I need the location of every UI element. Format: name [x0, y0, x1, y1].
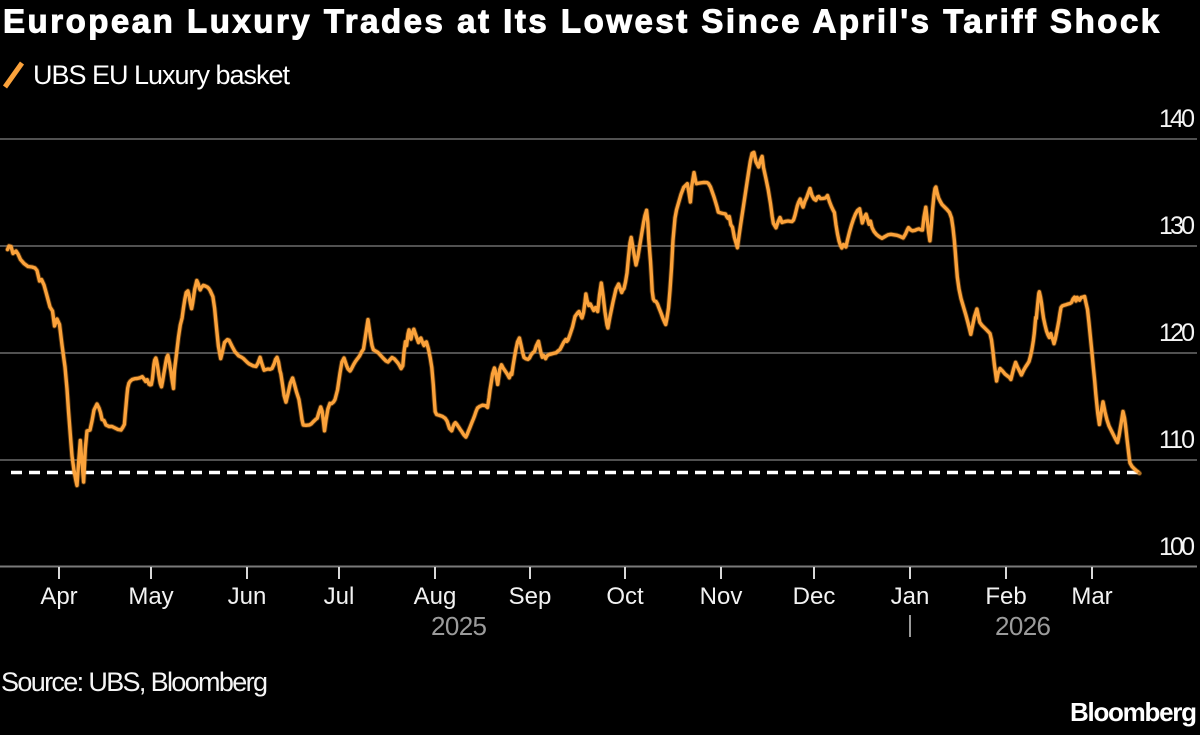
svg-text:Oct: Oct	[606, 583, 644, 610]
svg-text:100: 100	[1159, 533, 1195, 561]
svg-text:Source: UBS, Bloomberg: Source: UBS, Bloomberg	[1, 667, 268, 697]
svg-text:May: May	[128, 583, 173, 610]
svg-text:2026: 2026	[995, 611, 1051, 641]
svg-text:Jan: Jan	[891, 583, 930, 610]
svg-text:Jun: Jun	[228, 583, 267, 610]
svg-text:2025: 2025	[431, 611, 487, 641]
svg-text:European Luxury Trades at Its: European Luxury Trades at Its Lowest Sin…	[3, 3, 1162, 40]
svg-text:Jul: Jul	[324, 583, 355, 610]
svg-text:110: 110	[1159, 426, 1195, 454]
svg-text:Sep: Sep	[509, 583, 552, 610]
svg-text:Dec: Dec	[793, 583, 836, 610]
svg-text:Feb: Feb	[985, 583, 1026, 610]
svg-text:Nov: Nov	[700, 583, 743, 610]
svg-text:Bloomberg: Bloomberg	[1070, 697, 1197, 727]
svg-text:Aug: Aug	[414, 583, 457, 610]
svg-text:120: 120	[1159, 319, 1195, 347]
svg-text:140: 140	[1159, 105, 1195, 133]
svg-text:130: 130	[1159, 212, 1195, 240]
svg-text:Apr: Apr	[40, 583, 77, 610]
svg-text:UBS EU Luxury basket: UBS EU Luxury basket	[33, 60, 290, 90]
svg-text:Mar: Mar	[1071, 583, 1112, 610]
